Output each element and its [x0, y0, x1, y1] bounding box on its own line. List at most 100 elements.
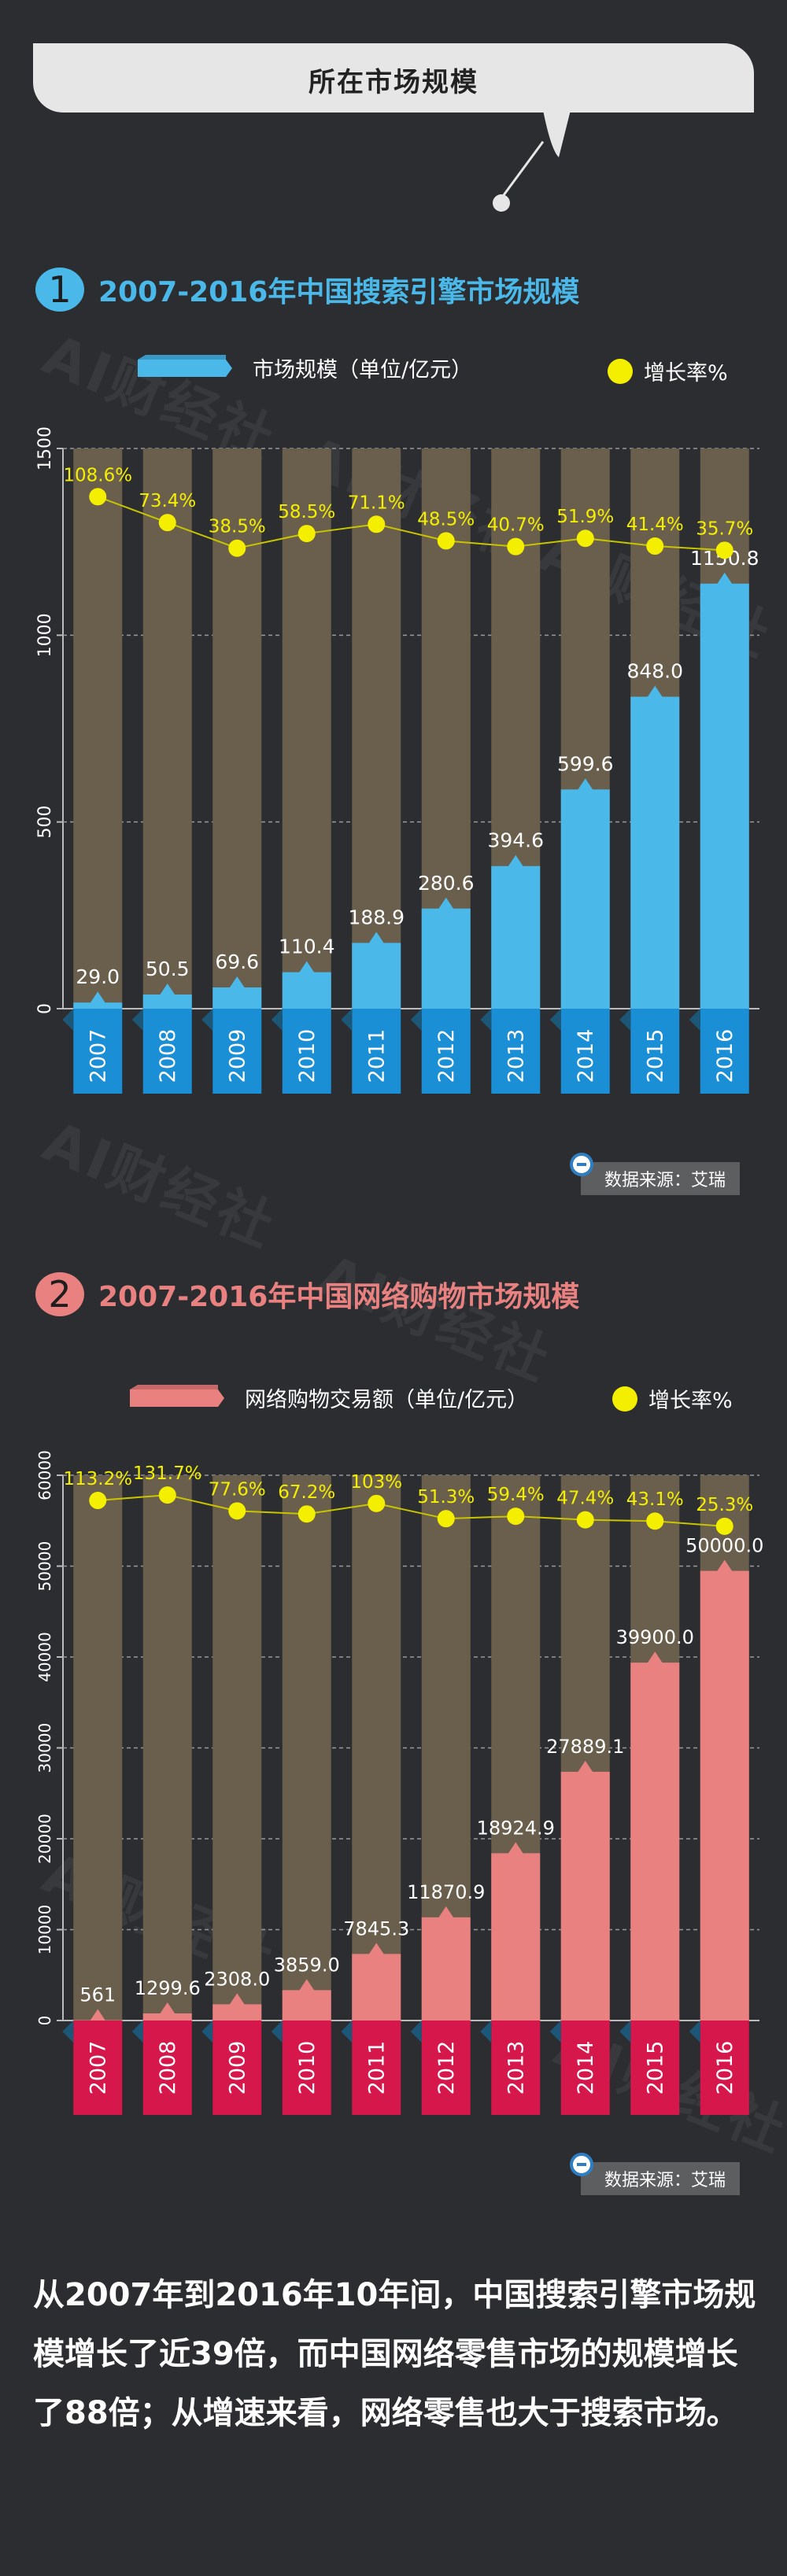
legend-rate-label: 增长率%	[644, 361, 728, 386]
bar	[630, 1652, 680, 2021]
x-tick-label: 2016	[713, 2041, 737, 2095]
growth-rate-point	[507, 537, 525, 555]
section-number-badge: 1	[35, 268, 84, 312]
bar	[421, 897, 471, 1009]
x-tick-label: 2011	[364, 1029, 389, 1083]
summary-text: 从2007年到2016年10年间，中国搜索引擎市场规模增长了近39倍，而中国网络…	[33, 2277, 756, 2431]
growth-rate-point	[715, 541, 733, 559]
year-label-tab	[271, 1009, 283, 1031]
bar-value-label: 848.0	[626, 659, 683, 682]
x-tick-label: 2014	[574, 2041, 598, 2095]
legend-bar-swatch	[138, 354, 232, 377]
year-label-box	[630, 2021, 680, 2115]
x-tick-label: 2012	[434, 2041, 459, 2095]
year-label-tab	[410, 2021, 422, 2043]
background-column	[352, 448, 401, 1009]
bar-value-label: 69.6	[215, 950, 259, 973]
bar	[352, 1943, 401, 2021]
year-label-box	[142, 2021, 192, 2115]
y-tick-label: 40000	[35, 1632, 54, 1682]
banner-pointer	[493, 110, 571, 212]
bar	[142, 2002, 192, 2021]
x-tick-label: 2009	[225, 2041, 249, 2095]
source-text: 数据来源：艾瑞	[604, 2171, 726, 2190]
bar	[212, 976, 262, 1009]
growth-rate-label: 113.2%	[63, 1469, 132, 1489]
section-2-header: 2 2007-2016年中国网络购物市场规模	[35, 1272, 579, 1316]
bar-value-label: 2308.0	[204, 1968, 270, 1990]
growth-rate-label: 103%	[350, 1472, 402, 1493]
growth-rate-point	[576, 530, 594, 548]
x-tick-label: 2012	[434, 1029, 459, 1083]
bar	[560, 1760, 610, 2021]
growth-rate-label: 25.3%	[696, 1495, 753, 1515]
year-label-box	[352, 1009, 401, 1094]
bar	[491, 1842, 541, 2021]
chart-2-legend-bar: 网络购物交易额（单位/亿元）	[130, 1382, 528, 1413]
growth-rate-point	[368, 1494, 386, 1512]
chart-2-legend-rate: 增长率%	[612, 1383, 733, 1414]
x-tick-label: 2014	[574, 1029, 598, 1083]
growth-rate-point	[368, 515, 386, 533]
growth-rate-point	[297, 525, 316, 543]
x-tick-label: 2007	[86, 2041, 110, 2095]
section-title: 2007-2016年中国搜索引擎市场规模	[98, 276, 580, 308]
background-column	[142, 1475, 192, 2021]
bar-value-label: 27889.1	[546, 1736, 624, 1758]
bar-value-label: 39900.0	[616, 1626, 694, 1648]
bar	[700, 572, 749, 1009]
bar	[142, 984, 192, 1009]
bar-value-label: 29.0	[76, 965, 120, 988]
growth-rate-point	[715, 1517, 733, 1535]
growth-rate-label: 131.7%	[133, 1463, 202, 1484]
year-label-tab	[62, 2021, 74, 2043]
growth-rate-line	[97, 496, 725, 552]
growth-rate-label: 58.5%	[278, 502, 335, 522]
y-tick-label: 60000	[35, 1450, 54, 1500]
bar-value-label: 11870.9	[407, 1881, 485, 1903]
bar-value-label: 50.5	[146, 958, 190, 980]
year-label-box	[142, 1009, 192, 1094]
growth-rate-point	[228, 1502, 246, 1520]
growth-rate-label: 67.2%	[278, 1482, 335, 1503]
bar-value-label: 599.6	[557, 752, 614, 775]
growth-rate-point	[228, 539, 246, 557]
page-title: 所在市场规模	[309, 67, 478, 98]
growth-rate-label: 77.6%	[209, 1479, 266, 1500]
year-label-box	[560, 1009, 610, 1094]
x-tick-label: 2009	[225, 1029, 249, 1083]
y-tick-label: 1500	[35, 426, 55, 471]
bar	[73, 991, 123, 1009]
source-info-icon	[570, 1153, 593, 1176]
growth-rate-label: 41.4%	[626, 515, 684, 535]
growth-rate-label: 51.3%	[417, 1487, 475, 1508]
growth-rate-point	[297, 1505, 316, 1523]
bar	[352, 932, 401, 1009]
bar-value-label: 1299.6	[135, 1977, 201, 1999]
year-label-tab	[480, 1009, 492, 1031]
growth-rate-label: 47.4%	[556, 1489, 614, 1509]
year-label-tab	[480, 2021, 492, 2043]
bar-value-label: 7845.3	[343, 1917, 409, 1939]
x-tick-label: 2015	[643, 2041, 667, 2095]
bar	[282, 1979, 331, 2021]
bar-value-label: 561	[79, 1984, 116, 2006]
bar	[212, 1993, 262, 2021]
year-label-box	[700, 1009, 749, 1094]
legend-bar-label: 网络购物交易额（单位/亿元）	[245, 1388, 529, 1412]
background-column	[212, 1475, 262, 2021]
year-label-box	[73, 1009, 123, 1094]
growth-rate-label: 38.5%	[209, 517, 266, 537]
growth-rate-label: 51.9%	[556, 507, 614, 527]
year-label-box	[282, 2021, 331, 2115]
year-label-box	[282, 1009, 331, 1094]
bar-value-label: 50000.0	[685, 1535, 763, 1557]
growth-rate-label: 73.4%	[139, 491, 196, 511]
growth-rate-point	[437, 1510, 455, 1528]
bar-value-label: 280.6	[418, 872, 475, 895]
growth-rate-label: 71.1%	[348, 493, 405, 513]
year-label-box	[421, 1009, 471, 1094]
growth-rate-label: 43.1%	[626, 1489, 684, 1510]
year-label-box	[212, 1009, 262, 1094]
growth-rate-label: 108.6%	[63, 465, 132, 485]
